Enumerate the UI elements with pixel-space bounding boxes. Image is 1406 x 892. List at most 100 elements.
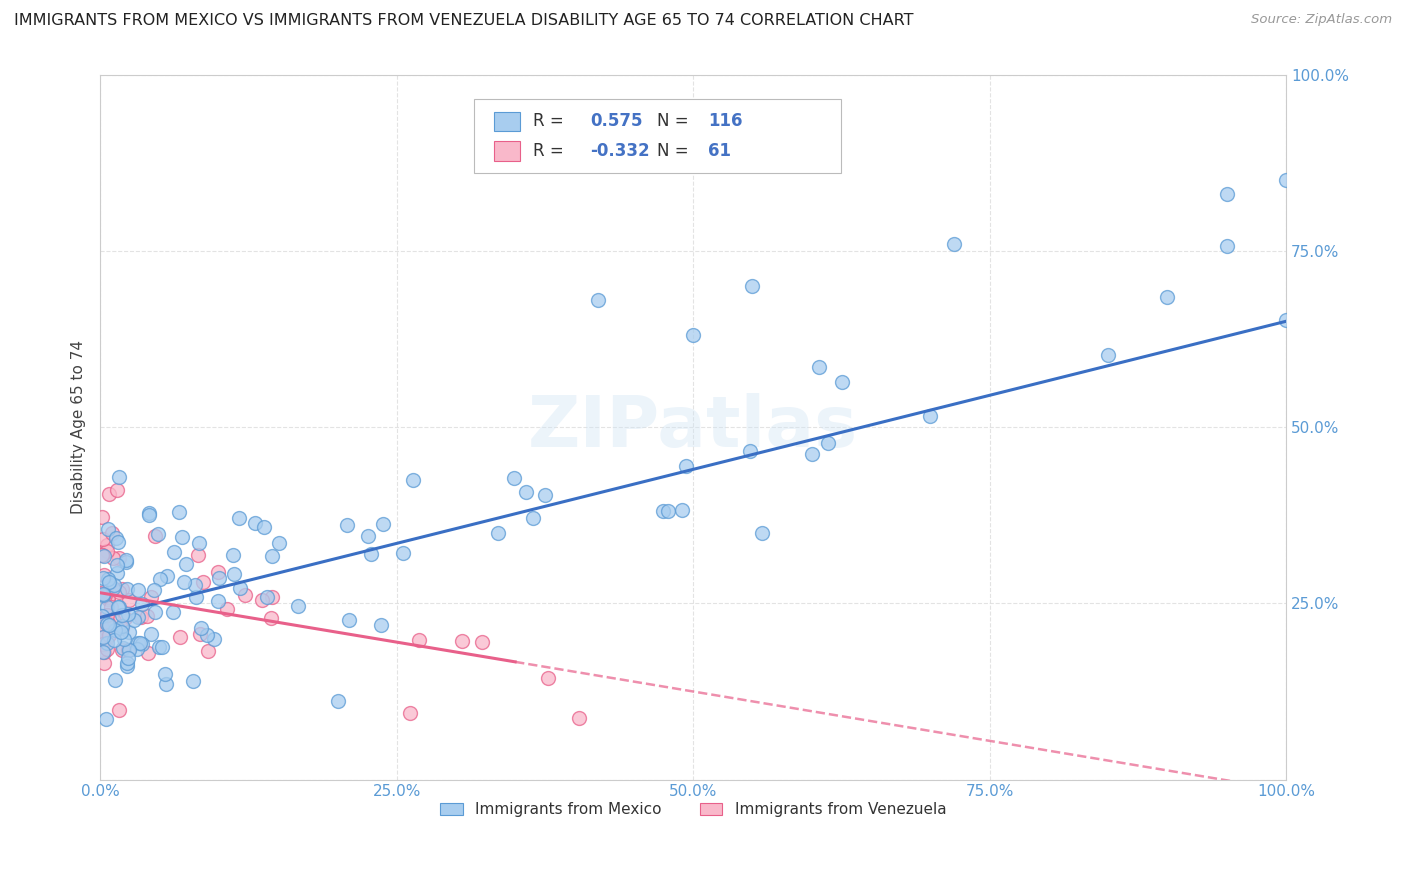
Point — [131, 598, 153, 612]
Point — [98, 618, 121, 632]
Point — [131, 609, 153, 624]
Point — [138, 508, 160, 522]
Point — [141, 627, 163, 641]
Text: 116: 116 — [709, 112, 742, 130]
Point — [118, 625, 141, 640]
Point — [110, 625, 132, 640]
Point — [93, 615, 115, 629]
Point — [108, 470, 131, 484]
Point — [96, 572, 118, 586]
Point — [100, 600, 122, 615]
Point — [96, 616, 118, 631]
Point — [103, 551, 125, 566]
Point — [522, 511, 544, 525]
Point — [93, 587, 115, 601]
Point — [217, 602, 239, 616]
Point — [98, 486, 121, 500]
Point — [163, 544, 186, 558]
Point — [125, 642, 148, 657]
Point — [207, 566, 229, 580]
Point — [682, 328, 704, 343]
Point — [103, 577, 125, 591]
Point — [115, 657, 138, 671]
Point — [1097, 348, 1119, 362]
Point — [817, 436, 839, 450]
Point — [131, 637, 153, 651]
Point — [91, 533, 114, 547]
Point — [224, 567, 246, 582]
Point — [260, 549, 283, 564]
Point — [328, 694, 350, 708]
Point — [515, 484, 537, 499]
FancyBboxPatch shape — [494, 112, 520, 131]
Point — [135, 608, 157, 623]
Point — [107, 534, 129, 549]
Point — [136, 647, 159, 661]
Point — [96, 641, 118, 656]
Point — [188, 535, 211, 549]
Point — [169, 630, 191, 644]
Text: R =: R = — [533, 142, 569, 160]
Point — [107, 585, 129, 599]
Point — [187, 548, 209, 562]
Point — [115, 659, 138, 673]
Point — [93, 584, 115, 599]
Point — [173, 575, 195, 590]
Point — [91, 571, 114, 585]
Point — [97, 615, 120, 630]
Text: Source: ZipAtlas.com: Source: ZipAtlas.com — [1251, 13, 1392, 27]
Point — [111, 619, 134, 633]
Point — [127, 582, 149, 597]
Point — [751, 525, 773, 540]
Point — [195, 628, 218, 642]
Text: N =: N = — [658, 112, 695, 130]
Point — [94, 609, 117, 624]
Point — [360, 547, 382, 561]
Point — [183, 578, 205, 592]
Point — [138, 506, 160, 520]
Point — [741, 279, 763, 293]
Point — [93, 568, 115, 582]
Point — [93, 549, 115, 564]
Point — [942, 236, 965, 251]
Point — [93, 588, 115, 602]
Point — [740, 443, 762, 458]
Point — [108, 551, 131, 566]
Point — [1275, 173, 1298, 187]
Point — [122, 613, 145, 627]
Point — [451, 634, 474, 648]
Point — [96, 599, 118, 614]
Point — [97, 628, 120, 642]
Point — [108, 599, 131, 614]
Point — [97, 592, 120, 607]
Point — [260, 590, 283, 604]
Point — [800, 448, 823, 462]
Point — [111, 643, 134, 657]
Point — [243, 516, 266, 531]
Point — [235, 588, 257, 602]
Point — [269, 536, 291, 550]
Point — [118, 592, 141, 607]
Point — [402, 473, 425, 487]
Point — [103, 623, 125, 637]
Point — [172, 530, 194, 544]
Point — [107, 622, 129, 636]
Point — [184, 590, 207, 604]
Point — [97, 590, 120, 604]
Point — [103, 614, 125, 628]
Point — [202, 632, 225, 646]
Point — [250, 593, 273, 607]
Point — [143, 529, 166, 543]
Point — [143, 605, 166, 619]
Point — [139, 591, 162, 605]
Point — [112, 632, 135, 646]
Point — [920, 409, 942, 424]
Point — [96, 544, 118, 558]
Point — [111, 621, 134, 635]
Y-axis label: Disability Age 65 to 74: Disability Age 65 to 74 — [72, 340, 86, 514]
Text: ZIPatlas: ZIPatlas — [529, 392, 858, 461]
Point — [503, 470, 526, 484]
Point — [90, 609, 112, 624]
Point — [117, 643, 139, 657]
Point — [174, 557, 197, 571]
